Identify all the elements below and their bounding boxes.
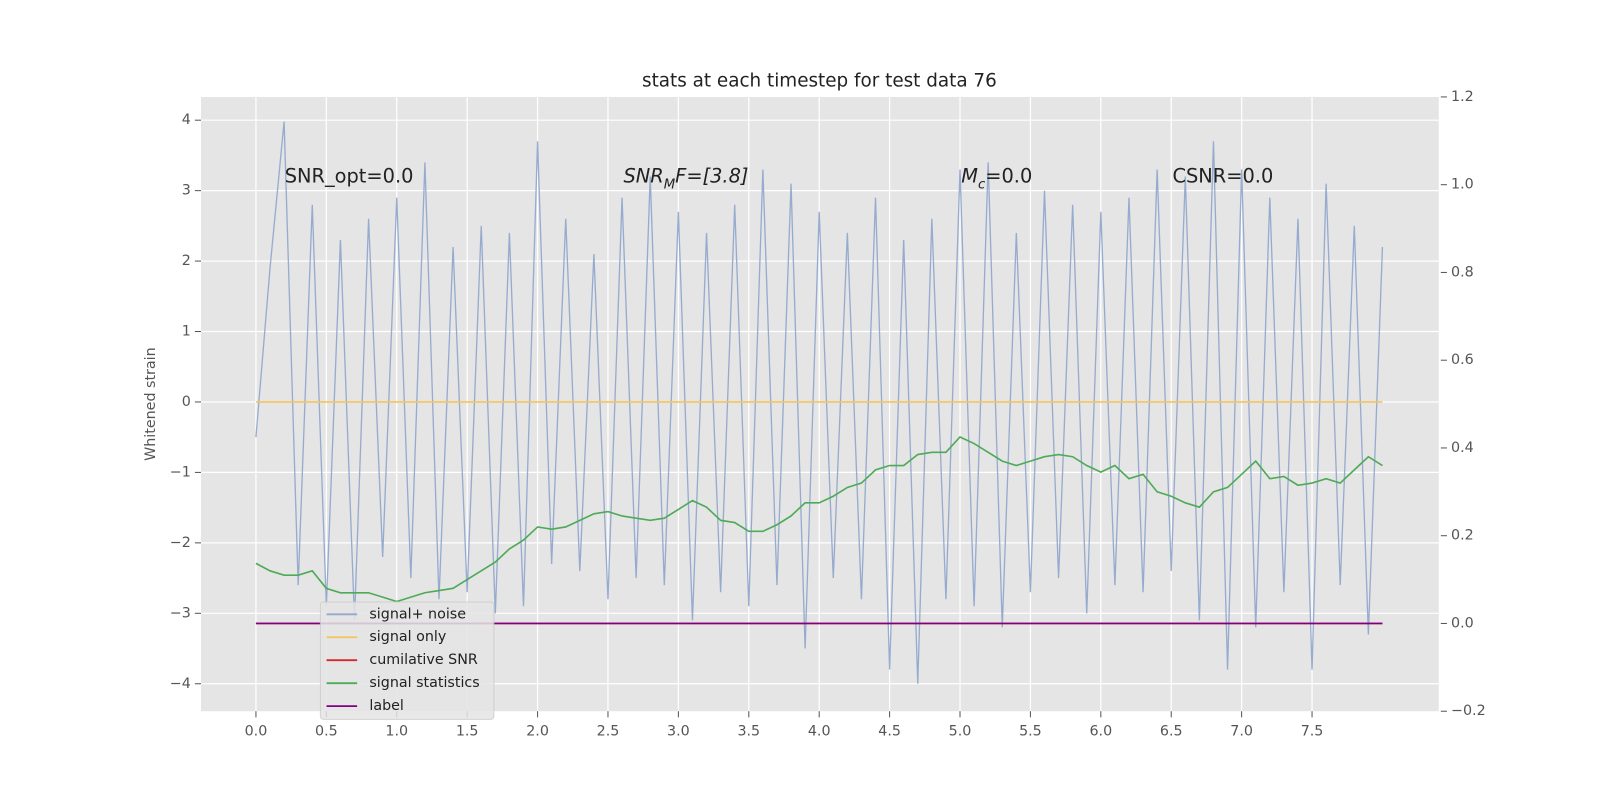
y-tick-label: 1 — [182, 324, 191, 340]
y-tick-label: 4 — [182, 112, 191, 128]
y-tick-label: 0 — [182, 394, 191, 410]
y-tick-label: −2 — [170, 535, 191, 551]
y2-tick-label: 0.2 — [1451, 528, 1474, 544]
y-tick-label: −1 — [170, 464, 191, 480]
legend-label: label — [369, 698, 404, 714]
y2-tick-label: −0.2 — [1451, 703, 1486, 719]
y-axis-label: Whitened strain — [143, 347, 159, 461]
x-tick-label: 0.0 — [245, 724, 268, 740]
chart-title: stats at each timestep for test data 76 — [642, 71, 997, 92]
annotation-part: =0.0 — [985, 164, 1032, 187]
y2-tick-label: 0.8 — [1451, 264, 1474, 280]
annotation: CSNR=0.0 — [1172, 164, 1273, 187]
legend-box — [319, 601, 495, 720]
annotation-part: c — [978, 177, 986, 192]
x-tick-label: 2.5 — [597, 724, 620, 740]
y2-tick-label: 1.2 — [1451, 89, 1474, 105]
series-line — [255, 121, 1384, 684]
annotation-part: M — [664, 177, 676, 192]
y-tick-label: −4 — [170, 676, 191, 692]
x-tick-label: 5.5 — [1019, 724, 1042, 740]
annotation-part: SNR — [623, 164, 663, 187]
x-tick-label: 6.0 — [1089, 724, 1112, 740]
annotation: SNR_opt=0.0 — [285, 164, 414, 187]
x-tick-label: 7.0 — [1230, 724, 1253, 740]
legend-label: signal statistics — [369, 675, 479, 691]
x-tick-label: 1.5 — [456, 724, 479, 740]
annotation: Mc=0.0 — [961, 164, 1032, 192]
legend-label: signal only — [369, 629, 446, 645]
y2-tick-label: 0.0 — [1451, 615, 1474, 631]
legend-label: signal+ noise — [369, 606, 466, 622]
series-line — [255, 435, 1383, 603]
y-tick-label: 3 — [182, 183, 191, 199]
annotation-part: M — [961, 164, 978, 187]
x-tick-label: 4.0 — [808, 724, 831, 740]
x-tick-label: 1.0 — [385, 724, 408, 740]
annotation-part: F=[3.8] — [675, 164, 748, 187]
legend-label: cumilative SNR — [369, 652, 477, 668]
y-tick-label: −3 — [170, 605, 191, 621]
y-tick-label: 2 — [182, 253, 191, 269]
x-tick-label: 4.5 — [878, 724, 901, 740]
x-tick-label: 6.5 — [1160, 724, 1183, 740]
y2-tick-label: 1.0 — [1451, 177, 1474, 193]
x-tick-label: 3.5 — [737, 724, 760, 740]
y2-tick-label: 0.6 — [1451, 352, 1474, 368]
x-tick-label: 5.0 — [949, 724, 972, 740]
x-tick-label: 3.0 — [667, 724, 690, 740]
x-tick-label: 2.0 — [526, 724, 549, 740]
x-tick-label: 0.5 — [315, 724, 338, 740]
annotation-part: SNR_opt=0.0 — [285, 164, 414, 187]
annotation-part: CSNR=0.0 — [1172, 164, 1273, 187]
x-tick-label: 7.5 — [1301, 724, 1324, 740]
annotation: SNRMF=[3.8] — [623, 164, 748, 192]
y2-tick-label: 0.4 — [1451, 440, 1474, 456]
